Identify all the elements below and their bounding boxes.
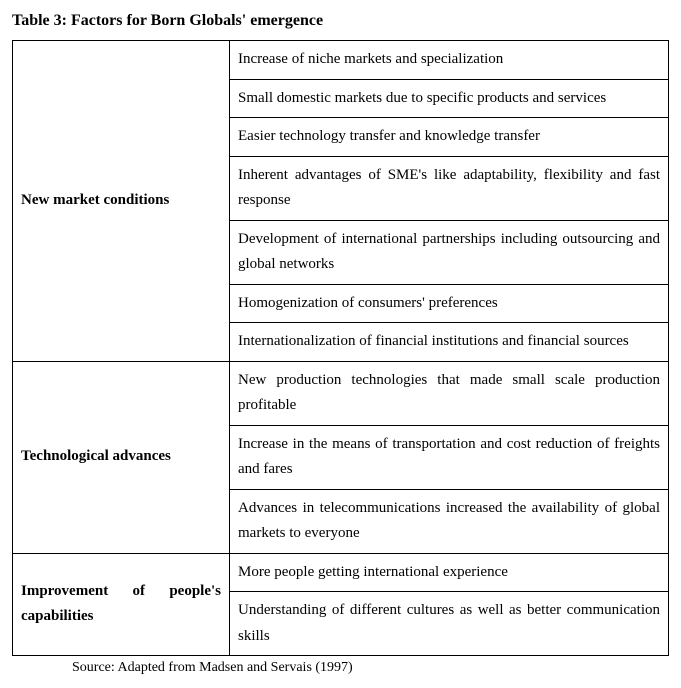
table-body: New market conditions Increase of niche … — [13, 41, 669, 656]
item-cell: Advances in telecommunications increased… — [230, 489, 669, 553]
item-cell: Increase of niche markets and specializa… — [230, 41, 669, 80]
item-cell: More people getting international experi… — [230, 553, 669, 592]
category-cell: Technological advances — [13, 361, 230, 553]
source-text: Source: Adapted from Madsen and Servais … — [12, 660, 669, 676]
item-cell: Homogenization of consumers' preferences — [230, 284, 669, 323]
item-cell: Increase in the means of transportation … — [230, 425, 669, 489]
item-cell: Internationalization of financial instit… — [230, 323, 669, 362]
factors-table: New market conditions Increase of niche … — [12, 40, 669, 656]
category-cell: Improvement of people's capabilities — [13, 553, 230, 656]
item-cell: Easier technology transfer and knowledge… — [230, 118, 669, 157]
table-row: New market conditions Increase of niche … — [13, 41, 669, 80]
item-cell: Development of international partnership… — [230, 220, 669, 284]
item-cell: Understanding of different cultures as w… — [230, 592, 669, 656]
table-title: Table 3: Factors for Born Globals' emerg… — [12, 12, 669, 30]
item-cell: Inherent advantages of SME's like adapta… — [230, 156, 669, 220]
item-cell: Small domestic markets due to specific p… — [230, 79, 669, 118]
item-cell: New production technologies that made sm… — [230, 361, 669, 425]
category-cell: New market conditions — [13, 41, 230, 362]
table-row: Improvement of people's capabilities Mor… — [13, 553, 669, 592]
table-row: Technological advances New production te… — [13, 361, 669, 425]
